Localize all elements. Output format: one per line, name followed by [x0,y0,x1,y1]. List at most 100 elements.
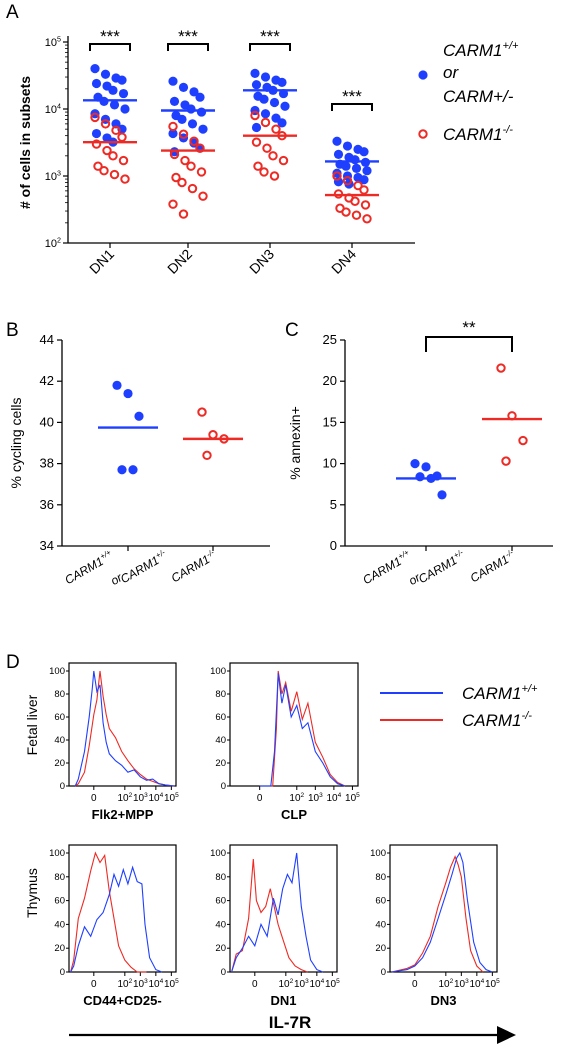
x-tick-label: DN4 [328,246,359,277]
legend-label: CARM+/- [443,87,514,106]
x-tick-label: 103 [308,792,323,804]
y-tick-label: 40 [54,735,65,746]
data-point-wt [117,75,127,85]
data-point-ko [120,174,130,184]
chart-a: 102 103 104 105 # of cells in subsets DN1 DN2 D… [17,27,519,277]
y-tick-label: 0 [221,967,226,978]
x-tick-label: DN3 [246,246,277,277]
histogram-label: DN1 [270,993,296,1008]
data-point-ko [102,145,112,156]
x-tick-label: 105 [485,978,500,990]
y-tick-label: 100 [370,848,386,859]
data-point-wt [169,96,180,106]
data-point-ko [99,165,109,176]
data-point-ko [196,167,207,177]
x-tick-label: 0 [412,979,418,990]
data-point-wt [437,490,447,500]
data-point-wt [260,109,271,119]
data-point-ko [271,124,281,134]
data-point-ko [341,207,351,217]
histogram-line-ko [391,855,484,973]
data-point-wt [120,104,130,114]
y-tick-label: 102 [45,237,61,250]
data-point-ko [332,171,342,181]
x-tick-label: 105 [325,978,340,990]
data-point-ko [109,169,120,180]
data-point-wt [332,136,342,146]
y-tick-label: 44 [40,332,54,347]
data-point-ko [501,456,511,466]
data-point-wt [198,124,208,134]
data-point-wt [250,68,260,78]
y-tick-label: 40 [54,919,65,930]
significance-label: ** [462,318,476,337]
data-point-ko [177,177,187,188]
y-tick-label: 0 [60,967,65,978]
y-tick-label: 38 [40,456,54,471]
x-tick-label: 0 [252,979,258,990]
x-tick-label: CARM1-/- [467,548,518,586]
data-point-wt [112,380,122,390]
data-point-wt [91,78,102,89]
data-point-wt [91,128,102,139]
legend-marker-wt [418,70,428,80]
data-point-ko [197,407,207,417]
histogram-line-ko [231,858,308,973]
axis-arrowhead [497,1026,516,1044]
data-point-ko [118,155,129,166]
y-tick-label: 40 [215,735,226,746]
x-tick-label: 105 [164,978,179,990]
significance-bracket [167,43,209,51]
x-tick-label: DN1 [86,246,117,277]
x-tick-label: 104 [148,792,163,804]
data-point-wt [277,77,287,87]
y-tick-label: 100 [210,848,226,859]
y-tick-label: 0 [381,967,386,978]
data-point-ko [250,110,260,121]
significance-bracket [89,43,131,51]
data-point-wt [342,141,353,151]
y-tick-label: 20 [215,758,226,769]
data-point-wt [359,175,369,185]
histogram-label: Flk2+MPP [92,807,154,822]
significance-label: *** [260,27,280,46]
row-label: Thymus [24,868,40,918]
histogram-line-ko [70,851,147,973]
y-tick-label: 42 [40,373,54,388]
y-tick-label: 104 [45,103,61,116]
y-tick-label: 100 [49,666,65,677]
data-point-ko [168,199,178,209]
x-tick-label: 104 [309,978,324,990]
x-tick-label: CARM1+/- [416,548,468,587]
y-tick-label: 0 [221,781,226,792]
data-point-wt [189,87,199,97]
x-tick-label: 104 [469,978,484,990]
y-tick-label: 5 [330,497,337,512]
data-point-ko [269,171,280,181]
data-point-ko [178,129,189,139]
y-tick-label: 20 [323,373,337,388]
data-point-wt [196,107,207,117]
y-tick-label: 20 [54,758,65,769]
data-point-ko [496,363,506,373]
data-point-ko [362,214,372,224]
significance-bracket [249,43,291,51]
y-tick-label: 80 [54,872,65,883]
data-point-ko [208,430,218,440]
data-point-ko [91,139,102,149]
data-point-wt [280,101,290,111]
data-point-wt [111,119,121,129]
data-point-ko [117,132,127,142]
y-tick-label: 40 [375,919,386,930]
panel-b-letter: B [6,320,19,341]
data-point-wt [333,149,344,160]
data-point-ko [195,143,205,153]
data-point-wt [118,88,129,99]
significance-bracket [331,103,373,111]
x-tick-label: 102 [117,792,132,804]
x-tick-label: DN2 [164,246,195,277]
data-point-ko [198,191,208,201]
histogram-line-wt [74,670,175,787]
data-point-wt [123,388,133,399]
